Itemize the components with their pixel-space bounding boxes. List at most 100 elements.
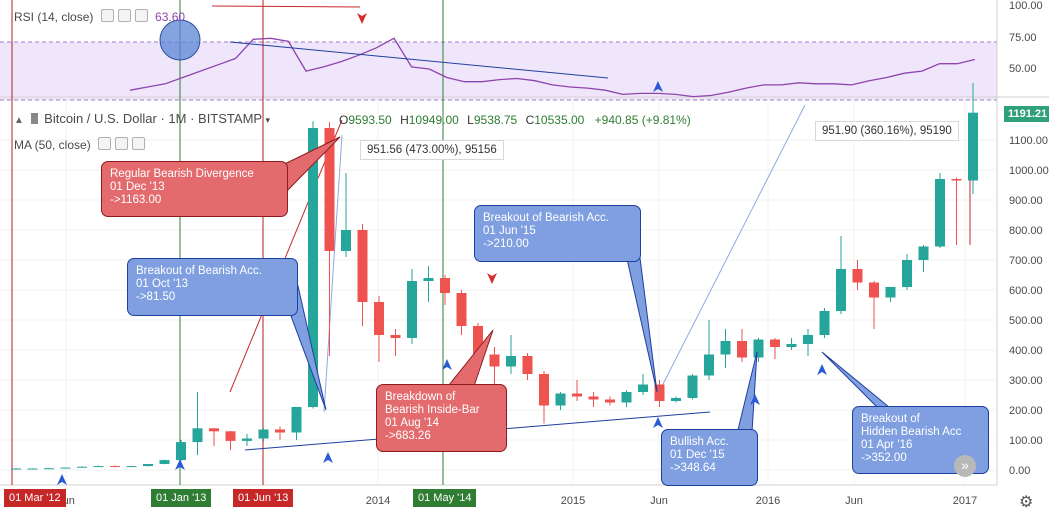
rsi-line — [129, 37, 975, 98]
candle-body — [44, 468, 54, 470]
rocket-icon — [442, 359, 452, 370]
rocket-icon — [750, 394, 760, 405]
rocket-icon — [323, 452, 333, 463]
candle-body — [869, 282, 879, 298]
candle-body — [110, 466, 120, 468]
annotation-callout[interactable]: Breakout of Bearish Acc. 01 Oct '13 ->81… — [127, 258, 298, 316]
ohlc-open: 9593.50 — [348, 113, 392, 127]
rsi-band — [0, 42, 997, 100]
rocket-icon — [357, 13, 367, 24]
candle-body — [423, 278, 434, 281]
price-tick-label: 800.00 — [1009, 225, 1043, 237]
rsi-legend: RSI (14, close) 63.60 — [14, 9, 185, 24]
date-marker[interactable]: 01 Mar '12 — [4, 489, 66, 507]
settings-gear-icon[interactable]: ⚙ — [1019, 494, 1034, 511]
candle-body — [27, 468, 38, 470]
rsi-tick-label: 75.00 — [1009, 32, 1037, 44]
candle-body — [473, 326, 483, 355]
time-tick-label: 2017 — [953, 495, 977, 507]
bar-style-icon — [30, 113, 38, 124]
measure-box[interactable]: 951.90 (360.16%), 95190 — [815, 121, 959, 141]
candle-body — [440, 278, 450, 293]
candle-body — [720, 341, 731, 355]
date-marker[interactable]: 01 Jan '13 — [151, 489, 212, 507]
rsi-label: RSI (14, close) — [14, 10, 94, 24]
rsi-tick-label: 50.00 — [1009, 63, 1037, 75]
candle-body — [225, 431, 236, 441]
candle-body — [968, 112, 978, 181]
candle-body — [324, 128, 335, 251]
candle-body — [159, 460, 170, 464]
annotation-callout[interactable]: Bullish Acc. 01 Dec '15 ->348.64 — [661, 429, 758, 486]
candle-body — [753, 339, 764, 358]
ohlc-low: 9538.75 — [473, 113, 518, 127]
gear-icon[interactable] — [117, 9, 131, 22]
time-tick-label: Jun — [845, 495, 863, 507]
candle-body — [93, 466, 104, 468]
candle-body — [770, 339, 780, 347]
candle-body — [390, 335, 401, 338]
candle-body — [60, 467, 71, 469]
ohlc-high: 10949.00 — [408, 113, 459, 127]
candle-body — [786, 344, 797, 347]
candle-body — [374, 302, 384, 335]
candle-body — [522, 356, 533, 374]
scroll-to-realtime-button[interactable]: » — [954, 455, 976, 477]
candle-body — [638, 384, 648, 392]
candle-body — [918, 246, 929, 260]
candle-body — [654, 384, 665, 401]
close-icon[interactable] — [132, 137, 146, 150]
measure-box[interactable]: 951.56 (473.00%), 95156 — [360, 140, 504, 160]
candle-body — [555, 393, 566, 406]
candle-body — [852, 269, 863, 283]
chevron-down-icon[interactable]: ▾ — [265, 115, 270, 125]
price-tick-label: 900.00 — [1009, 195, 1043, 207]
eye-icon[interactable] — [100, 9, 114, 22]
price-tick-label: 100.00 — [1009, 435, 1043, 447]
candle-body — [902, 260, 912, 287]
price-tick-label: 500.00 — [1009, 315, 1043, 327]
rsi-trend-line — [229, 41, 609, 79]
candle-body — [951, 179, 962, 181]
candle-body — [671, 398, 681, 401]
collapse-icon[interactable]: ▲ — [14, 115, 24, 126]
rsi-highlight-circle — [159, 19, 201, 61]
symbol-title: Bitcoin / U.S. Dollar · 1M · BITSTAMP — [44, 111, 262, 126]
candle-body — [572, 393, 582, 397]
price-tick-label: 0.00 — [1009, 465, 1030, 477]
candle-body — [176, 442, 186, 461]
rocket-icon — [487, 273, 497, 284]
rsi-value: 63.60 — [155, 10, 186, 24]
annotation-callout[interactable]: Breakout of Bearish Acc. 01 Jun '15 ->21… — [474, 205, 641, 262]
candle-body — [192, 428, 203, 443]
eye-icon[interactable] — [98, 137, 112, 150]
symbol-legend: ▲ Bitcoin / U.S. Dollar · 1M · BITSTAMP … — [14, 111, 270, 126]
date-marker[interactable]: 01 Jun '13 — [233, 489, 294, 507]
annotation-callout[interactable]: Regular Bearish Divergence 01 Dec '13 ->… — [101, 161, 288, 217]
rocket-icon — [653, 81, 663, 92]
rocket-icon — [175, 459, 185, 470]
close-icon[interactable] — [134, 9, 148, 22]
gear-icon[interactable] — [115, 137, 129, 150]
candle-body — [308, 128, 318, 407]
candle-body — [143, 464, 153, 467]
price-tick-label: 300.00 — [1009, 375, 1043, 387]
candle-body — [803, 335, 813, 344]
date-marker[interactable]: 01 May '14 — [413, 489, 477, 507]
candle-body — [209, 428, 219, 432]
price-tick-label: 200.00 — [1009, 405, 1043, 417]
time-tick-label: 2016 — [756, 495, 780, 507]
trend-line — [323, 134, 343, 413]
annotation-callout[interactable]: Breakdown of Bearish Inside-Bar 01 Aug '… — [376, 384, 507, 452]
price-tick-label: 700.00 — [1009, 255, 1043, 267]
trend-line — [659, 104, 806, 391]
rocket-icon — [57, 474, 67, 485]
candle-body — [11, 468, 21, 470]
candle-body — [357, 230, 368, 302]
ohlc-close: 10535.00 — [534, 113, 585, 127]
price-tick-label: 1100.00 — [1009, 135, 1048, 147]
trend-line — [229, 119, 343, 393]
candle-body — [126, 466, 137, 468]
candle-body — [291, 407, 302, 433]
